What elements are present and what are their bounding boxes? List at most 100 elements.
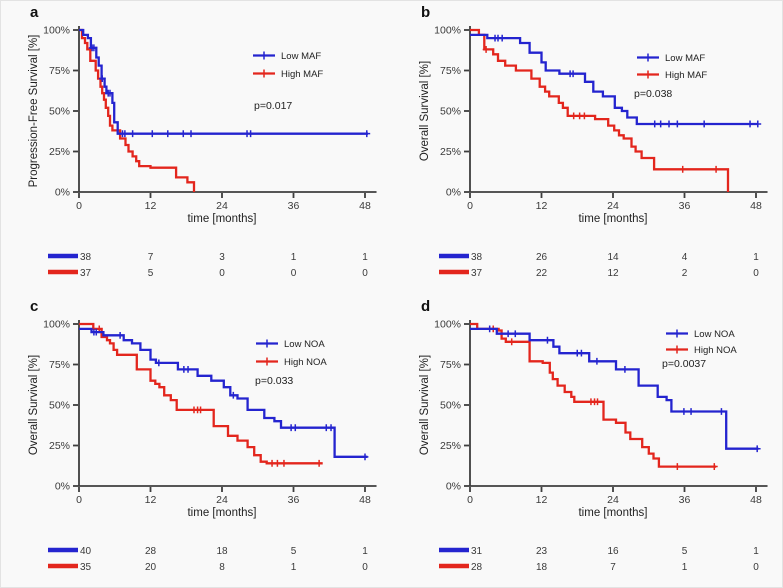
risk-table: 31 23 16 5 1 28 18 7 1 0 xyxy=(439,546,759,573)
x-axis-title: time [months] xyxy=(578,213,647,225)
risk-table: 38 26 14 4 1 37 22 12 2 0 xyxy=(439,252,759,279)
risk-count: 1 xyxy=(753,252,759,263)
x-tick-label: 0 xyxy=(76,494,82,506)
km-chart-c: 0% 25% 50% 75% 100% 0 12 24 36 48 time [months] Ove… xyxy=(28,319,377,573)
risk-count: 26 xyxy=(536,252,548,263)
risk-count: 0 xyxy=(753,562,759,573)
risk-count: 1 xyxy=(682,562,688,573)
curve-low-noa xyxy=(470,327,759,450)
risk-count: 16 xyxy=(607,546,619,557)
axes xyxy=(73,320,377,492)
x-tick-label: 48 xyxy=(359,494,371,506)
x-tick-label: 12 xyxy=(145,494,157,506)
panel-b: b 0% 25% 50% 75% 100% 0 12 24 36 48 time [months] O… xyxy=(392,1,782,295)
curve-high-noa xyxy=(79,322,323,465)
x-tick-label: 24 xyxy=(216,494,228,506)
risk-count: 28 xyxy=(471,562,483,573)
censor-plus-icon xyxy=(129,130,137,138)
legend: Low MAF High MAF xyxy=(253,51,323,80)
y-tick-label: 100% xyxy=(43,319,70,331)
legend-label-high-maf: High MAF xyxy=(281,69,323,80)
risk-count: 38 xyxy=(471,252,483,263)
censor-marks-low-noa xyxy=(90,328,369,461)
x-tick-label: 12 xyxy=(536,494,548,506)
censor-plus-icon xyxy=(712,165,720,173)
censor-plus-icon xyxy=(754,120,762,128)
x-tick-label: 36 xyxy=(679,494,691,506)
censor-plus-icon xyxy=(570,112,578,120)
legend-label-low-maf: Low MAF xyxy=(281,51,321,62)
p-value-label: p=0.038 xyxy=(634,88,672,100)
y-axis-title: Progression-Free Survival [%] xyxy=(28,35,40,188)
risk-count: 0 xyxy=(291,268,297,279)
legend-plus-icon xyxy=(644,53,652,62)
risk-count: 1 xyxy=(291,562,297,573)
risk-table: 38 7 3 1 1 37 5 0 0 0 xyxy=(48,252,368,279)
curve-low-maf xyxy=(470,33,758,126)
risk-count: 8 xyxy=(219,562,225,573)
risk-count: 3 xyxy=(219,252,225,263)
x-axis-title: time [months] xyxy=(187,507,256,519)
x-tick-label: 48 xyxy=(359,200,371,212)
y-tick-label: 25% xyxy=(49,146,70,158)
censor-plus-icon xyxy=(569,70,577,78)
legend-plus-icon xyxy=(263,357,271,366)
censor-marks-low-maf xyxy=(88,44,371,138)
risk-count: 7 xyxy=(610,562,616,573)
x-tick-label: 12 xyxy=(145,200,157,212)
panel-a-label: a xyxy=(30,4,39,21)
panel-c: c 0% 25% 50% 75% 100% 0 12 24 36 48 time [months] O… xyxy=(1,295,392,587)
legend: Low NOA High NOA xyxy=(256,339,327,368)
censor-plus-icon xyxy=(98,75,106,82)
y-axis-title: Overall Survival [%] xyxy=(419,61,431,161)
censor-plus-icon xyxy=(361,453,369,461)
x-tick-label: 24 xyxy=(216,200,228,212)
censor-plus-icon xyxy=(116,331,124,339)
y-axis-title: Overall Survival [%] xyxy=(419,355,431,455)
p-value-label: p=0.033 xyxy=(255,375,293,387)
censor-plus-icon xyxy=(315,459,323,467)
y-axis-title: Overall Survival [%] xyxy=(28,355,40,455)
risk-count: 35 xyxy=(80,562,92,573)
p-value-label: p=0.017 xyxy=(254,100,292,112)
censor-plus-icon xyxy=(229,391,237,399)
risk-count: 1 xyxy=(362,546,368,557)
x-tick-label: 36 xyxy=(288,494,300,506)
risk-count: 31 xyxy=(471,546,483,557)
curve-low-noa xyxy=(79,327,368,458)
y-tick-label: 100% xyxy=(434,319,461,331)
risk-count: 28 xyxy=(145,546,157,557)
risk-count: 5 xyxy=(291,546,297,557)
legend-label-low-maf: Low MAF xyxy=(665,53,705,64)
censor-plus-icon xyxy=(274,459,281,467)
risk-count: 37 xyxy=(80,268,92,279)
y-tick-label: 0% xyxy=(55,187,70,199)
censor-plus-icon xyxy=(482,46,490,53)
risk-table: 40 28 18 5 1 35 20 8 1 0 xyxy=(48,546,368,573)
legend-plus-icon xyxy=(260,51,268,60)
legend-plus-icon xyxy=(263,339,271,348)
censor-plus-icon xyxy=(184,365,192,373)
censor-plus-icon xyxy=(673,120,681,128)
censor-plus-icon xyxy=(148,130,156,138)
legend-plus-icon xyxy=(260,69,268,78)
censor-plus-icon xyxy=(710,463,718,470)
x-tick-label: 48 xyxy=(750,200,762,212)
legend-plus-icon xyxy=(644,70,652,79)
legend-label-high-noa: High NOA xyxy=(694,345,737,356)
legend: Low NOA High NOA xyxy=(666,329,737,356)
censor-marks-low-noa xyxy=(486,325,761,453)
x-axis-title: time [months] xyxy=(187,213,256,225)
curve-high-maf xyxy=(79,28,196,192)
censor-plus-icon xyxy=(363,130,371,138)
y-tick-label: 100% xyxy=(434,25,461,37)
censor-plus-icon xyxy=(508,338,516,346)
censor-plus-icon xyxy=(511,330,519,338)
x-tick-label: 36 xyxy=(679,200,691,212)
risk-count: 37 xyxy=(471,268,483,279)
y-tick-label: 100% xyxy=(43,25,70,37)
risk-count: 7 xyxy=(148,252,154,263)
censor-plus-icon xyxy=(621,365,629,373)
y-tick-label: 50% xyxy=(440,400,461,412)
x-tick-label: 0 xyxy=(467,200,473,212)
